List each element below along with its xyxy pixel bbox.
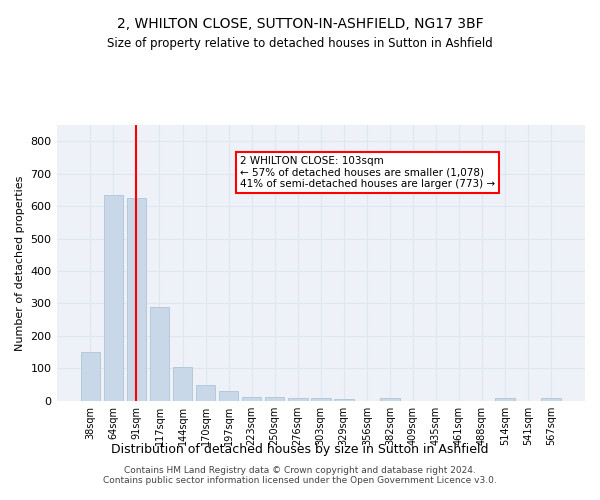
Bar [104,196,123,401]
Bar [219,391,238,401]
Text: 2 WHILTON CLOSE: 103sqm
← 57% of detached houses are smaller (1,078)
41% of semi: 2 WHILTON CLOSE: 103sqm ← 57% of detache… [240,156,495,189]
Text: Distribution of detached houses by size in Sutton in Ashfield: Distribution of detached houses by size … [111,442,489,456]
Bar [127,198,146,401]
Bar [242,396,262,401]
Bar [541,398,561,401]
Bar [311,398,331,401]
Bar [80,352,100,401]
Bar [380,398,400,401]
Bar [149,306,169,401]
Text: Contains HM Land Registry data © Crown copyright and database right 2024.
Contai: Contains HM Land Registry data © Crown c… [103,466,497,485]
Bar [496,398,515,401]
Text: 2, WHILTON CLOSE, SUTTON-IN-ASHFIELD, NG17 3BF: 2, WHILTON CLOSE, SUTTON-IN-ASHFIELD, NG… [116,18,484,32]
Bar [334,399,353,401]
Bar [196,385,215,401]
Text: Size of property relative to detached houses in Sutton in Ashfield: Size of property relative to detached ho… [107,38,493,51]
Bar [265,397,284,401]
Y-axis label: Number of detached properties: Number of detached properties [15,175,25,350]
Bar [288,398,308,401]
Bar [173,366,193,401]
